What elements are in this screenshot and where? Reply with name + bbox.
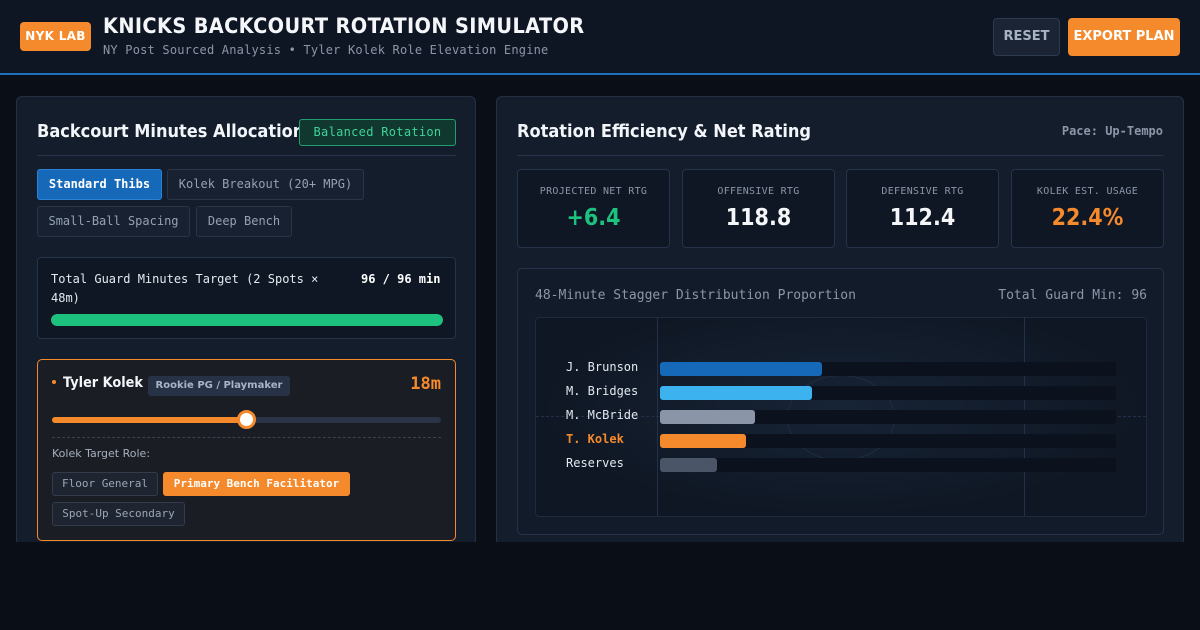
export-plan-button[interactable]: EXPORT PLAN (1068, 18, 1180, 56)
metric-value: 112.4 (889, 205, 956, 231)
metric-label: DEFENSIVE RTG (881, 186, 964, 197)
minutes-slider-fill (52, 417, 247, 423)
divider (52, 437, 441, 438)
logo-badge: NYK LAB (20, 22, 91, 51)
active-dot-icon (52, 380, 56, 384)
bar-row: T. Kolek (536, 432, 1146, 448)
role-spot-up-secondary[interactable]: Spot-Up Secondary (52, 502, 185, 526)
bar-label: J. Brunson (566, 360, 639, 374)
court-line (657, 318, 658, 516)
metric-label: KOLEK EST. USAGE (1036, 186, 1139, 197)
bar-track (660, 434, 1116, 448)
player-card-kolek: Tyler Kolek Rookie PG / Playmaker 18m Ko… (37, 359, 456, 541)
bar-row: M. McBride (536, 408, 1146, 424)
bar (660, 458, 717, 472)
bar-track (660, 410, 1116, 424)
bar-row: M. Bridges (536, 384, 1146, 400)
metric-value: 118.8 (725, 205, 792, 231)
role-primary-bench-facilitator[interactable]: Primary Bench Facilitator (163, 472, 350, 496)
preset-kolek-breakout[interactable]: Kolek Breakout (20+ MPG) (167, 169, 364, 200)
bar (660, 434, 746, 448)
role-floor-general[interactable]: Floor General (52, 472, 158, 496)
bar-row: J. Brunson (536, 360, 1146, 376)
top-bar: NYK LAB KNICKS BACKCOURT ROTATION SIMULA… (0, 0, 1200, 75)
preset-standard-thibs[interactable]: Standard Thibs (37, 169, 162, 200)
metric-value: 22.4% (1051, 205, 1124, 231)
bar-row: Reserves (536, 456, 1146, 472)
metric-net-rating: PROJECTED NET RTG +6.4 (517, 169, 670, 248)
target-role-label: Kolek Target Role: (52, 447, 151, 460)
minutes-slider-thumb[interactable] (237, 410, 256, 429)
efficiency-panel-title: Rotation Efficiency & Net Rating (517, 121, 812, 142)
allocation-panel: Backcourt Minutes Allocation Balanced Ro… (16, 96, 476, 566)
stagger-distribution-card: 48-Minute Stagger Distribution Proportio… (517, 268, 1164, 535)
divider (517, 155, 1164, 156)
bar (660, 386, 812, 400)
efficiency-panel: Rotation Efficiency & Net Rating Pace: U… (496, 96, 1184, 566)
metric-label: OFFENSIVE RTG (717, 186, 800, 197)
bar-track (660, 458, 1116, 472)
bar-label: T. Kolek (566, 432, 624, 446)
preset-deep-bench[interactable]: Deep Bench (196, 206, 292, 237)
metric-defensive-rating: DEFENSIVE RTG 112.4 (846, 169, 999, 248)
app-title: KNICKS BACKCOURT ROTATION SIMULATOR (103, 14, 585, 38)
divider (37, 155, 456, 156)
guard-minutes-progress-fill (51, 314, 443, 326)
guard-minutes-target-card: Total Guard Minutes Target (2 Spots × 48… (37, 257, 456, 339)
bar (660, 362, 822, 376)
allocation-panel-title: Backcourt Minutes Allocation (37, 121, 305, 142)
app-subtitle: NY Post Sourced Analysis • Tyler Kolek R… (103, 43, 549, 57)
player-name: Tyler Kolek (63, 375, 143, 391)
preset-small-ball-spacing[interactable]: Small-Ball Spacing (37, 206, 190, 237)
metric-value: +6.4 (566, 205, 621, 231)
stagger-title: 48-Minute Stagger Distribution Proportio… (535, 288, 856, 303)
bar-label: Reserves (566, 456, 624, 470)
metric-kolek-usage: KOLEK EST. USAGE 22.4% (1011, 169, 1164, 248)
bar-label: M. Bridges (566, 384, 639, 398)
reset-button[interactable]: RESET (993, 18, 1060, 56)
stagger-total: Total Guard Min: 96 (998, 288, 1147, 303)
metric-label: PROJECTED NET RTG (539, 186, 648, 197)
player-role-tag: Rookie PG / Playmaker (148, 376, 290, 396)
rotation-status-badge: Balanced Rotation (299, 119, 456, 146)
guard-minutes-target-label: Total Guard Minutes Target (2 Spots × 48… (51, 272, 319, 305)
court-chart-area: J. Brunson M. Bridges M. McBride T. Kolek Re… (535, 317, 1147, 517)
metric-offensive-rating: OFFENSIVE RTG 118.8 (682, 169, 835, 248)
guard-minutes-progress-track (51, 314, 443, 326)
viewport-bottom (0, 542, 1200, 630)
guard-minutes-target-value: 96 / 96 min (361, 272, 441, 286)
bar (660, 410, 755, 424)
player-minutes: 18m (410, 374, 441, 394)
pace-label: Pace: Up-Tempo (1061, 124, 1163, 138)
bar-label: M. McBride (566, 408, 639, 422)
